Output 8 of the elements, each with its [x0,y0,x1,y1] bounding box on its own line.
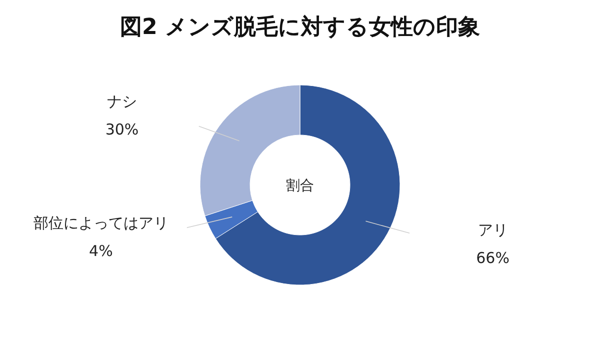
slice-label: 部位によってはアリ [33,214,168,232]
data-label: 30% [105,120,139,138]
slice-label: アリ [478,220,508,239]
slice-label: ナシ [107,92,138,110]
text: 割合 [286,178,314,194]
data-label: 4% [89,242,113,260]
chart-title: 図2 メンズ脱毛に対する女性の印象 [120,14,480,40]
data-label: 66% [476,248,510,267]
